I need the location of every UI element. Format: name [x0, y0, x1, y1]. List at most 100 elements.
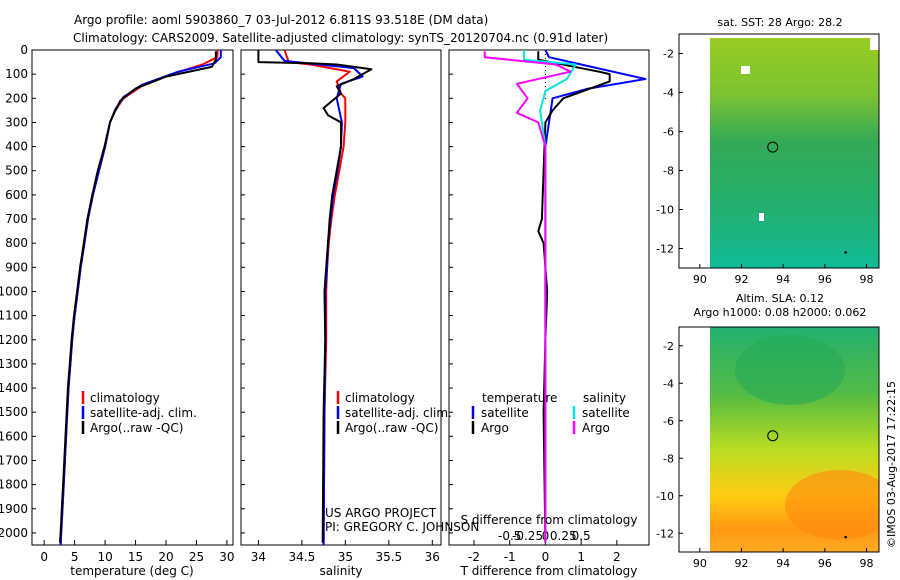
depth-tick-label: 100 [5, 67, 28, 81]
map-x-tick-label: 90 [693, 273, 707, 286]
legend-label: Argo(..raw -QC) [90, 421, 183, 435]
map-x-tick-label: 94 [776, 273, 790, 286]
header-line2: Climatology: CARS2009. Satellite-adjuste… [73, 31, 608, 45]
axes-layer: 0 5 10 15 20 25 300100200300400500600700800900… [0, 43, 621, 564]
sst-missing-data [741, 66, 750, 74]
map-y-tick-label: -12 [656, 243, 674, 256]
map-y-tick-label: -12 [656, 527, 674, 540]
map-y-tick-label: -4 [663, 377, 674, 390]
depth-tick-label: 400 [5, 140, 28, 154]
map-x-tick-label: 92 [735, 557, 749, 570]
x-tick-label: -1 [504, 550, 516, 564]
sla-map-title: Altim. SLA: 0.12 [736, 292, 824, 305]
s-diff-tick-label: -0.5 [498, 529, 521, 543]
difference-series-temperature-satellite [544, 50, 647, 543]
map-y-tick-label: -10 [656, 204, 674, 217]
depth-tick-label: 1600 [0, 429, 28, 443]
sst-map [679, 34, 879, 268]
difference-series-temperature-argo [537, 51, 611, 543]
x-tick-label: 30 [219, 550, 234, 564]
map-y-tick-label: -2 [663, 48, 674, 61]
legend-head-salinity: salinity [583, 391, 626, 405]
difference-series-salinity-satellite [523, 50, 577, 543]
argo-location-marker [767, 430, 779, 442]
map-y-tick-label: -8 [663, 165, 674, 178]
sla-map-frame [678, 326, 880, 553]
depth-tick-label: 200 [5, 91, 28, 105]
s-diff-tick-label: 0.25 [550, 529, 577, 543]
map-x-tick-label: 98 [860, 273, 874, 286]
salinity-series-climatology [283, 50, 351, 545]
depth-tick-label: 2000 [0, 526, 28, 540]
temperature-legend: climatology satellite-adj. clim. Argo(..… [81, 391, 197, 435]
map-y-tick-label: -4 [663, 87, 674, 100]
sla-high-region [785, 470, 879, 540]
sst-missing-data [870, 38, 879, 50]
salinity-legend: climatology satellite-adj. clim. Argo(..… [325, 391, 479, 534]
map-y-tick-label: -10 [656, 490, 674, 503]
map-x-tick-label: 98 [860, 557, 874, 570]
depth-tick-label: 1200 [0, 333, 28, 347]
legend-label: Argo [582, 421, 610, 435]
x-tick-label: 25 [189, 550, 204, 564]
temperature-series-climatology [59, 50, 219, 545]
map-dot [844, 535, 847, 539]
legend-label: climatology [345, 391, 415, 405]
depth-tick-label: 600 [5, 188, 28, 202]
project-note: US ARGO PROJECT [325, 506, 437, 520]
sla-map-subtitle: Argo h1000: 0.08 h2000: 0.062 [694, 306, 867, 319]
difference-plot-frame [448, 49, 650, 546]
x-tick-label: 1 [577, 550, 585, 564]
depth-tick-label: 900 [5, 260, 28, 274]
x-tick-label: 5 [71, 550, 79, 564]
map-dot [844, 251, 847, 254]
map-x-tick-label: 96 [818, 557, 832, 570]
x-tick-label: 34.5 [289, 550, 316, 564]
x-tick-label: 15 [128, 550, 143, 564]
sst-field [710, 38, 879, 268]
legend-label: Argo [481, 421, 509, 435]
depth-tick-label: 300 [5, 115, 28, 129]
x-tick-label: 34 [251, 550, 266, 564]
depth-tick-label: 1900 [0, 502, 28, 516]
argo-location-marker [767, 141, 779, 153]
map-x-tick-label: 96 [818, 273, 832, 286]
temperature-series-argo-raw-qc- [59, 51, 217, 543]
sla-low-region [735, 335, 845, 405]
difference-series-group [483, 50, 647, 543]
temperature-xlabel: temperature (deg C) [70, 564, 193, 578]
map-y-tick-label: -6 [663, 415, 674, 428]
s-diff-tick-label: -0.25 [512, 529, 543, 543]
difference-series-salinity-argo [483, 51, 572, 543]
salinity-series-group [257, 50, 373, 545]
salinity-plot-frame [240, 49, 442, 546]
temperature-plot-frame [31, 49, 234, 546]
depth-tick-label: 1700 [0, 453, 28, 467]
depth-tick-label: 1000 [0, 284, 28, 298]
pi-note: PI: GREGORY C. JOHNSON [325, 520, 479, 534]
x-tick-label: 2 [613, 550, 621, 564]
legend-label: satellite-adj. clim. [90, 406, 197, 420]
map-x-tick-label: 90 [693, 557, 707, 570]
s-diff-tick-label: 0.5 [572, 529, 591, 543]
salinity-series-satellite-adj-clim- [275, 50, 364, 545]
legend-label: satellite [481, 406, 529, 420]
depth-tick-label: 1400 [0, 381, 28, 395]
legend-label: satellite-adj. clim. [345, 406, 452, 420]
x-tick-label: 35 [338, 550, 353, 564]
legend-head-temperature: temperature [482, 391, 557, 405]
difference-legend: temperature salinity satellite Argo sate… [471, 391, 630, 435]
x-tick-label: 20 [158, 550, 173, 564]
depth-tick-label: 700 [5, 212, 28, 226]
x-tick-label: 0 [542, 550, 550, 564]
sst-map-title: sat. SST: 28 Argo: 28.2 [717, 16, 842, 29]
s-difference-xlabel: S difference from climatology [461, 513, 638, 527]
legend-label: satellite [582, 406, 630, 420]
map-y-tick-label: -8 [663, 452, 674, 465]
map-x-tick-label: 94 [776, 557, 790, 570]
x-tick-label: 36 [425, 550, 440, 564]
imos-stamp: ©IMOS 03-Aug-2017 17:22:15 [885, 381, 898, 548]
salinity-series-argo-raw-qc- [257, 50, 373, 543]
legend-label: climatology [90, 391, 160, 405]
depth-tick-label: 1300 [0, 357, 28, 371]
